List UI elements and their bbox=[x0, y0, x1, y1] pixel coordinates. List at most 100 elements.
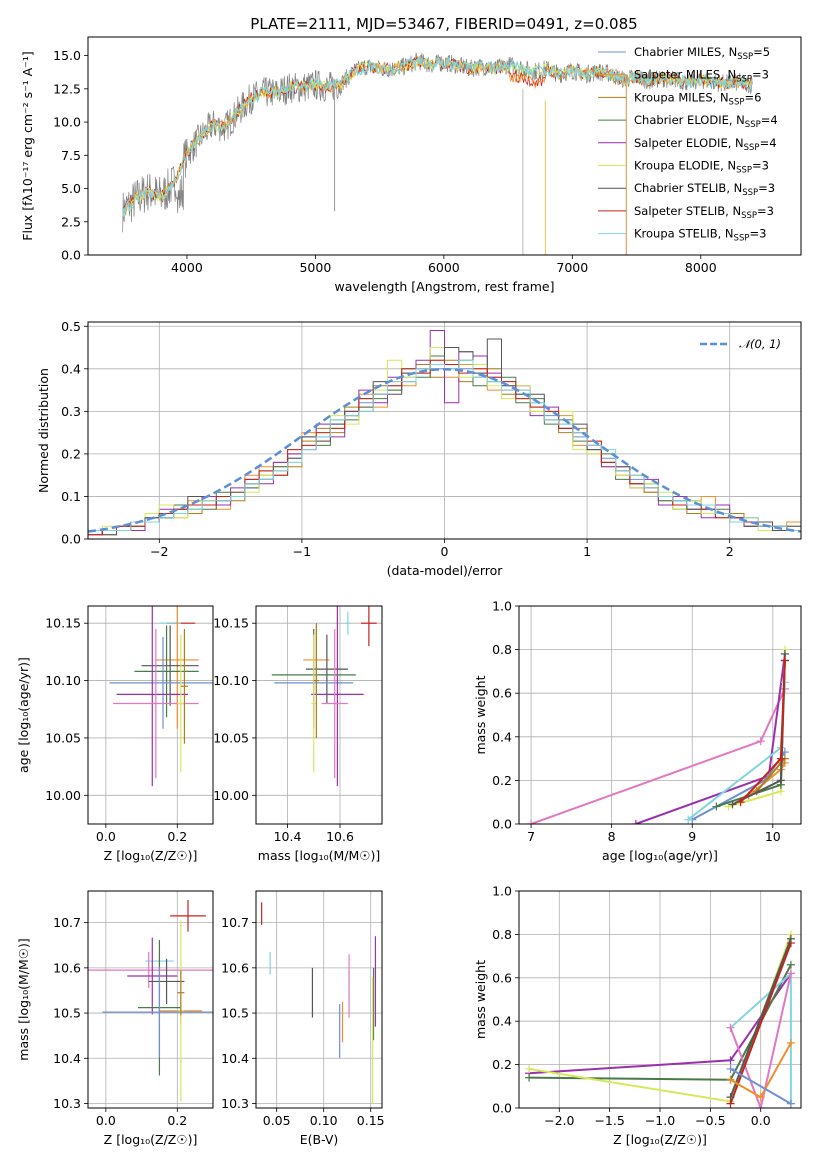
legend-value: =5 bbox=[753, 45, 770, 59]
age_vs_Z-frame bbox=[87, 605, 214, 825]
series-marker bbox=[786, 1038, 795, 1047]
spectrum-ytick-label: 5.0 bbox=[61, 181, 81, 196]
legend-subscript: SSP bbox=[737, 52, 753, 62]
spectrum-ytick-label: 7.5 bbox=[61, 148, 81, 163]
age_vs_Z-xlabel: Z [log₁₀(Z/Z☉)] bbox=[104, 848, 198, 863]
spectrum-ytick-label: 15.0 bbox=[53, 48, 81, 63]
spectrum-xlabel: wavelength [Angstrom, rest frame] bbox=[334, 279, 554, 294]
legend-label: Chabrier ELODIE, N bbox=[634, 113, 745, 127]
spectrum-ytick-label: 10.0 bbox=[53, 115, 81, 130]
series-marker bbox=[786, 960, 795, 969]
spectrum-ytick-label: 2.5 bbox=[61, 214, 81, 229]
massweight_vs_Z-ytick-label: 0.8 bbox=[492, 927, 512, 942]
mass_vs_Z-ytick-label: 10.6 bbox=[53, 960, 81, 975]
series-marker bbox=[756, 1093, 765, 1102]
massweight_vs_age-ytick-label: 0.2 bbox=[492, 773, 512, 788]
mass_vs_EBV-xlabel: E(B-V) bbox=[300, 1132, 339, 1147]
series-marker bbox=[756, 737, 765, 746]
age_vs_Z-ytick-label: 10.10 bbox=[45, 673, 81, 688]
spectrum-xtick-label: 8000 bbox=[685, 260, 717, 275]
residuals-ytick-label: 0.1 bbox=[61, 489, 81, 504]
legend-entry: Chabrier MILES, NSSP=5 bbox=[634, 45, 770, 62]
mass_vs_Z-ytick-label: 10.7 bbox=[53, 915, 81, 930]
spectrum-ylabel: Flux [fλ10⁻¹⁷ erg cm⁻² s⁻¹ A⁻¹] bbox=[20, 51, 35, 240]
legend-entry: Kroupa STELIB, NSSP=3 bbox=[634, 227, 766, 244]
legend-label: Salpeter MILES, N bbox=[634, 68, 736, 82]
massweight_vs_Z-ytick-label: 0.2 bbox=[492, 1057, 512, 1072]
residuals-xlabel: (data-model)/error bbox=[387, 563, 504, 578]
legend-subscript: SSP bbox=[744, 143, 760, 153]
massweight_vs_age-xtick-label: 9 bbox=[688, 829, 696, 844]
legend-label: Kroupa ELODIE, N bbox=[634, 159, 736, 173]
series-marker bbox=[736, 798, 745, 807]
series-marker bbox=[684, 815, 693, 824]
massweight_vs_Z-ytick-label: 0.4 bbox=[492, 1014, 512, 1029]
series-marker bbox=[726, 1075, 735, 1084]
massweight_vs_age-xlabel: age [log₁₀(age/yr)] bbox=[602, 848, 718, 863]
residuals-axes: −2 −1 0 1 2 0.0 0.1 0.2 0.3 0.4 0.5 (data-model)/er… bbox=[36, 319, 801, 578]
age_vs_Z-ytick-label: 10.05 bbox=[45, 730, 81, 745]
age_vs_mass-xlabel: mass [log₁₀(M/M☉)] bbox=[258, 848, 380, 863]
mass_vs_Z-axes: 0.0 0.2 10.3 10.4 10.5 10.6 10.7 Z [log₁₀(Z/Z☉)… bbox=[16, 891, 213, 1147]
series-marker bbox=[756, 1104, 765, 1108]
residuals-xtick-label: 0 bbox=[441, 544, 449, 559]
series-line bbox=[730, 1068, 792, 1105]
massweight_vs_Z-ylabel: mass weight bbox=[473, 960, 488, 1039]
legend-entry: Chabrier STELIB, NSSP=3 bbox=[634, 181, 775, 198]
legend-value: =3 bbox=[749, 227, 766, 241]
series-marker bbox=[525, 1064, 534, 1073]
residuals-ytick-label: 0.5 bbox=[61, 319, 81, 334]
age_vs_Z-plot-area bbox=[109, 606, 213, 787]
spectrum-title: PLATE=2111, MJD=53467, FIBERID=0491, z=0… bbox=[250, 15, 637, 33]
legend-entry: Chabrier ELODIE, NSSP=4 bbox=[634, 113, 778, 130]
series-line bbox=[530, 688, 786, 824]
legend-subscript: SSP bbox=[734, 234, 750, 244]
mass_vs_EBV-plot-area bbox=[261, 902, 377, 1104]
age_vs_mass-xtick-label: 10.6 bbox=[326, 829, 354, 844]
spectrum-ytick-label: 0.0 bbox=[61, 248, 81, 263]
massweight_vs_Z-axes: −2.0 −1.5 −1.0 −0.5 0.0 0.0 0.2 0.4 0.6 0.8 1.0 Z [… bbox=[473, 884, 801, 1147]
spectrum-frame bbox=[87, 36, 802, 256]
spectrum-ytick-label: 12.5 bbox=[53, 81, 81, 96]
series-marker bbox=[786, 934, 795, 943]
massweight_vs_Z-xtick-label: 0.0 bbox=[751, 1113, 771, 1128]
residuals-ytick-label: 0.2 bbox=[61, 446, 81, 461]
legend-entry: Salpeter MILES, NSSP=3 bbox=[634, 68, 769, 85]
legend-label: Chabrier MILES, N bbox=[634, 45, 737, 59]
legend-subscript: SSP bbox=[741, 211, 757, 221]
mass_vs_Z-ytick-label: 10.3 bbox=[53, 1096, 81, 1111]
legend-label: Kroupa MILES, N bbox=[634, 90, 729, 104]
residuals-ytick-label: 0.3 bbox=[61, 404, 81, 419]
age_vs_Z-ylabel: age [log₁₀(age/yr)] bbox=[16, 657, 31, 773]
massweight_vs_age-ytick-label: 0.4 bbox=[492, 729, 512, 744]
mass_vs_EBV-ytick-label: 10.5 bbox=[221, 1006, 249, 1021]
series-marker bbox=[780, 656, 789, 665]
spectrum-xtick-label: 7000 bbox=[556, 260, 588, 275]
legend-value: =3 bbox=[758, 181, 775, 195]
legend-value: =4 bbox=[761, 113, 778, 127]
massweight_vs_Z-ytick-label: 1.0 bbox=[492, 884, 512, 899]
legend-entry: Kroupa ELODIE, NSSP=3 bbox=[634, 159, 769, 176]
series-marker bbox=[712, 802, 721, 811]
mass_vs_Z-frame bbox=[87, 890, 214, 1109]
series-marker bbox=[527, 820, 536, 824]
age_vs_Z-ytick-label: 10.00 bbox=[45, 788, 81, 803]
series-marker bbox=[724, 802, 733, 811]
series-marker bbox=[631, 820, 640, 824]
massweight_vs_Z-xtick-label: −1.0 bbox=[645, 1113, 675, 1128]
series-marker bbox=[525, 1073, 534, 1082]
mass_vs_EBV-xtick-label: 0.10 bbox=[310, 1113, 338, 1128]
series-marker bbox=[726, 1093, 735, 1102]
legend-entry: Salpeter STELIB, NSSP=3 bbox=[634, 204, 774, 221]
residuals-ytick-label: 0.0 bbox=[61, 532, 81, 547]
massweight_vs_Z-xtick-label: −2.0 bbox=[544, 1113, 574, 1128]
series-line bbox=[729, 938, 792, 1098]
age_vs_Z-xtick-label: 0.0 bbox=[96, 829, 116, 844]
massweight_vs_age-xtick-label: 8 bbox=[608, 829, 616, 844]
mass_vs_EBV-ytick-label: 10.4 bbox=[221, 1051, 249, 1066]
residuals-ytick-label: 0.4 bbox=[61, 361, 81, 376]
legend-label: Salpeter STELIB, N bbox=[634, 204, 741, 218]
massweight_vs_age-ytick-label: 0.8 bbox=[492, 642, 512, 657]
massweight_vs_age-xtick-label: 10 bbox=[765, 829, 781, 844]
mass_vs_EBV-ytick-label: 10.3 bbox=[221, 1096, 249, 1111]
